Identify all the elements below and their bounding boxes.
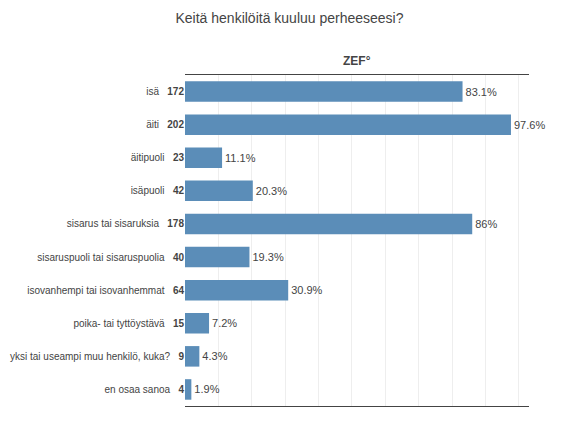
svg-text:Keitä henkilöitä kuuluu perhee: Keitä henkilöitä kuuluu perheeseesi? [175,10,403,26]
svg-text:sisaruspuoli tai sisaruspuolia: sisaruspuoli tai sisaruspuolia 40 [37,252,184,263]
svg-text:poika- tai tyttöystävä 15: poika- tai tyttöystävä 15 [73,318,184,329]
svg-text:20.3%: 20.3% [256,185,287,197]
svg-text:11.1%: 11.1% [225,152,256,164]
svg-text:83.1%: 83.1% [466,86,497,98]
svg-text:isä 172: isä 172 [146,86,184,97]
svg-text:30.9%: 30.9% [291,284,322,296]
svg-text:sisarus tai sisaruksia 178: sisarus tai sisaruksia 178 [67,218,185,229]
svg-text:ZEF°: ZEF° [343,54,371,68]
svg-text:86%: 86% [475,218,497,230]
svg-text:4.3%: 4.3% [202,350,227,362]
svg-text:19.3%: 19.3% [252,251,283,263]
svg-text:en osaa sanoa 4: en osaa sanoa 4 [104,384,184,395]
svg-text:yksi tai useampi muu henkilö,: yksi tai useampi muu henkilö, kuka? 9 [10,351,184,362]
svg-text:1.9%: 1.9% [194,383,219,395]
svg-text:äiti 202: äiti 202 [146,119,184,130]
svg-text:äitipuoli 23: äitipuoli 23 [131,152,185,163]
svg-text:7.2%: 7.2% [212,317,237,329]
svg-text:isovanhempi tai isovanhemmat: isovanhempi tai isovanhemmat 64 [27,285,184,296]
svg-text:isäpuoli 42: isäpuoli 42 [131,185,185,196]
svg-text:97.6%: 97.6% [514,119,545,131]
